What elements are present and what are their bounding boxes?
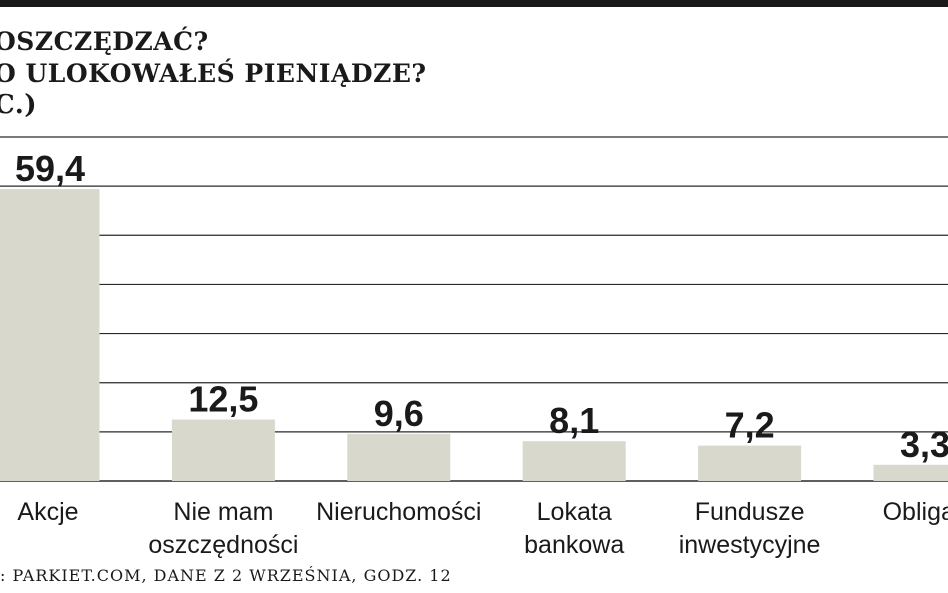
bar (698, 445, 802, 481)
unit-label: C.) (0, 90, 38, 120)
category-label: Nie mam (173, 498, 273, 526)
bar (171, 419, 275, 481)
data-label: 59,4 (15, 148, 85, 189)
category-label: bankowa (524, 531, 624, 559)
bar (522, 441, 626, 481)
data-label: 3,3 (900, 424, 948, 465)
bar (347, 433, 451, 481)
top-rule (0, 0, 948, 7)
data-label: 8,1 (549, 400, 599, 441)
category-label: Akcje (17, 498, 78, 526)
data-label: 7,2 (725, 405, 775, 446)
data-label: 9,6 (374, 393, 424, 434)
category-label: inwestycyjne (679, 531, 821, 559)
data-label: 12,5 (188, 379, 258, 420)
source-note: : PARKIET.COM, DANE Z 2 WRZEŚNIA, GODZ. … (0, 566, 452, 585)
category-label: Obligac (883, 498, 948, 526)
category-label: Nieruchomości (316, 498, 481, 526)
title-line-1: OSZCZĘDZAĆ? (0, 27, 209, 56)
category-label: Fundusze (695, 498, 805, 526)
bar (0, 189, 100, 481)
category-label: oszczędności (148, 531, 298, 559)
chart-title: OSZCZĘDZAĆ? O ULOKOWAŁEŚ PIENIĄDZE? C.) (0, 26, 427, 120)
title-line-2: O ULOKOWAŁEŚ PIENIĄDZE? (0, 59, 427, 88)
bar (873, 464, 948, 481)
category-label: Lokata (537, 498, 612, 526)
